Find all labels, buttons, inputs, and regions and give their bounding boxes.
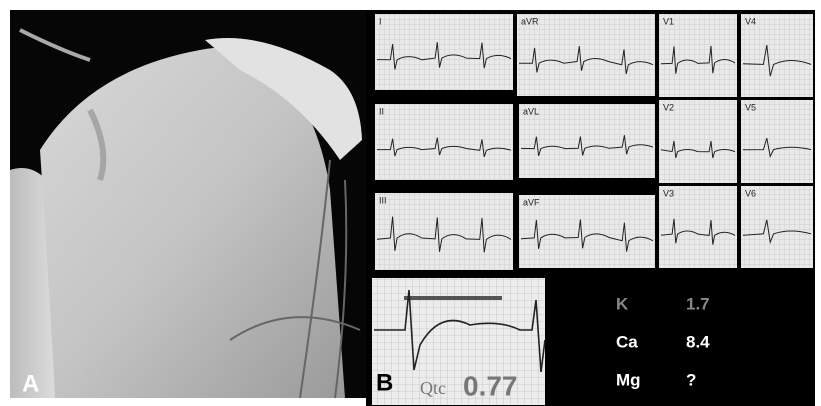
lead-label: V1 <box>663 16 674 26</box>
figure: A IaVR V1 V4 II aVL V2 V5 III aVF V3 V6 B Qtc 0.77 K 1.… <box>0 0 821 406</box>
lead-label: V3 <box>663 188 674 198</box>
lead-label: V4 <box>745 16 756 26</box>
lead-label: II <box>379 106 384 116</box>
ecg-strip <box>375 104 513 180</box>
lead-label: III <box>379 195 387 205</box>
lead-label: V5 <box>745 102 756 112</box>
panel-label: B <box>376 369 393 396</box>
qtc-value: 0.77 <box>463 370 518 401</box>
lead-label: aVR <box>521 16 539 26</box>
ecg-strip <box>741 14 813 97</box>
lab-value: 8.4 <box>686 332 710 351</box>
lead-label: V2 <box>663 102 674 112</box>
lab-name: Ca <box>616 332 638 351</box>
ecg-strip <box>659 100 737 183</box>
lead-label: aVL <box>523 106 539 116</box>
lab-value: 1.7 <box>686 294 710 313</box>
ecg-strip <box>659 14 737 97</box>
lab-name: K <box>616 294 629 313</box>
ecg-strip <box>519 104 655 178</box>
lead-label: aVF <box>523 197 540 207</box>
ecg-strip <box>375 14 513 90</box>
qtc-label: Qtc <box>420 378 446 398</box>
ecg-strip <box>741 100 813 183</box>
lab-value: ? <box>686 370 696 389</box>
ecg-strip <box>375 193 513 270</box>
panel-label: A <box>22 370 39 397</box>
lead-label: V6 <box>745 188 756 198</box>
photo-panel: A <box>10 10 366 398</box>
lab-name: Mg <box>616 370 641 389</box>
lead-label: I <box>379 16 382 26</box>
